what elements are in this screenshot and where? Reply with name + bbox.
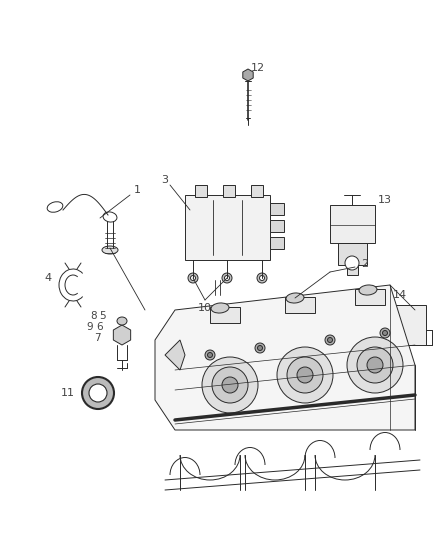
Circle shape <box>222 377 238 393</box>
Polygon shape <box>155 285 415 430</box>
Circle shape <box>188 273 198 283</box>
Circle shape <box>382 330 388 335</box>
Circle shape <box>347 337 403 393</box>
Circle shape <box>259 276 265 280</box>
Circle shape <box>328 337 332 343</box>
Circle shape <box>89 384 107 402</box>
Ellipse shape <box>117 317 127 325</box>
Circle shape <box>357 347 393 383</box>
Circle shape <box>297 367 313 383</box>
Text: 2: 2 <box>361 259 368 269</box>
Ellipse shape <box>286 293 304 303</box>
Text: 6: 6 <box>97 322 103 332</box>
Text: 8: 8 <box>91 311 97 321</box>
Bar <box>195 185 207 197</box>
Circle shape <box>202 357 258 413</box>
Circle shape <box>386 352 398 364</box>
Text: 12: 12 <box>251 63 265 73</box>
Circle shape <box>225 276 230 280</box>
Circle shape <box>222 273 232 283</box>
Circle shape <box>255 343 265 353</box>
Text: 1: 1 <box>134 185 141 195</box>
Bar <box>355 289 385 305</box>
Circle shape <box>258 345 262 351</box>
Circle shape <box>257 273 267 283</box>
Polygon shape <box>113 325 131 345</box>
Bar <box>270 220 284 232</box>
Polygon shape <box>243 69 253 81</box>
Circle shape <box>191 276 195 280</box>
Circle shape <box>367 357 383 373</box>
Bar <box>223 185 235 197</box>
Bar <box>251 185 263 197</box>
Polygon shape <box>165 340 185 370</box>
Bar <box>270 203 284 215</box>
Ellipse shape <box>359 285 377 295</box>
Bar <box>285 297 315 313</box>
Text: 7: 7 <box>94 333 100 343</box>
Bar <box>210 307 240 323</box>
Text: 5: 5 <box>99 311 105 321</box>
Circle shape <box>212 367 248 403</box>
Ellipse shape <box>103 212 117 222</box>
Circle shape <box>208 352 212 358</box>
Ellipse shape <box>47 202 63 212</box>
Text: 14: 14 <box>393 290 407 300</box>
Text: 11: 11 <box>61 388 75 398</box>
Circle shape <box>325 335 335 345</box>
Ellipse shape <box>211 303 229 313</box>
Circle shape <box>287 357 323 393</box>
Circle shape <box>82 377 114 409</box>
Bar <box>382 305 426 345</box>
Bar <box>330 205 375 243</box>
Text: 9: 9 <box>87 322 93 332</box>
Polygon shape <box>382 335 402 370</box>
Bar <box>185 195 270 260</box>
Circle shape <box>345 256 359 270</box>
Circle shape <box>205 350 215 360</box>
Circle shape <box>277 347 333 403</box>
Text: 3: 3 <box>162 175 169 185</box>
Text: 10: 10 <box>198 303 212 313</box>
Bar <box>270 237 284 249</box>
Text: 4: 4 <box>44 273 52 283</box>
Ellipse shape <box>102 246 118 254</box>
Text: 13: 13 <box>378 195 392 205</box>
Polygon shape <box>338 243 367 275</box>
Circle shape <box>380 328 390 338</box>
